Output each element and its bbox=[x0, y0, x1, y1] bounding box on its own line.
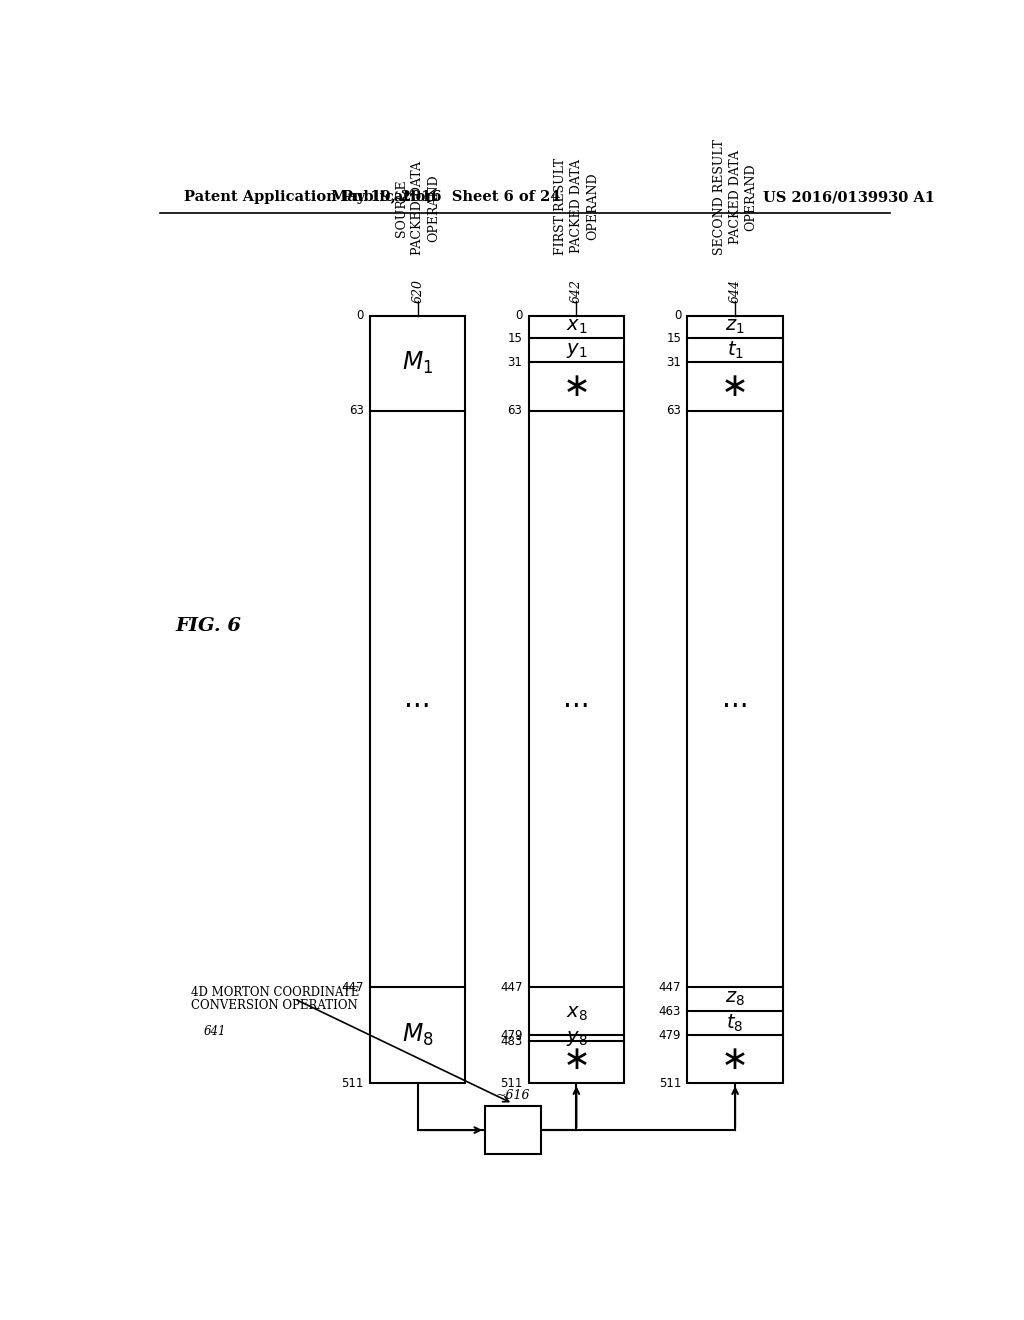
Text: $M_8$: $M_8$ bbox=[401, 1022, 433, 1048]
Text: CONVERSION OPERATION: CONVERSION OPERATION bbox=[191, 999, 358, 1012]
Text: $x_1$: $x_1$ bbox=[565, 318, 587, 337]
Text: 63: 63 bbox=[508, 404, 522, 417]
Text: 479: 479 bbox=[658, 1028, 681, 1041]
Text: ...: ... bbox=[722, 685, 749, 713]
Text: 0: 0 bbox=[515, 309, 522, 322]
Text: 511: 511 bbox=[658, 1077, 681, 1090]
Text: 620: 620 bbox=[412, 279, 424, 302]
Bar bbox=[528, 315, 624, 1084]
Text: $z_1$: $z_1$ bbox=[725, 318, 744, 337]
Text: 447: 447 bbox=[658, 981, 681, 994]
Text: $x_8$: $x_8$ bbox=[565, 1005, 587, 1023]
Text: $t_8$: $t_8$ bbox=[726, 1012, 743, 1034]
Text: 31: 31 bbox=[508, 356, 522, 370]
Text: 447: 447 bbox=[341, 981, 364, 994]
Text: FIRST RESULT
PACKED DATA
OPERAND: FIRST RESULT PACKED DATA OPERAND bbox=[554, 157, 599, 255]
Text: $y_8$: $y_8$ bbox=[565, 1028, 587, 1048]
Text: 15: 15 bbox=[508, 331, 522, 345]
Text: ...: ... bbox=[404, 685, 431, 713]
Text: ∗: ∗ bbox=[721, 370, 750, 403]
Text: $y_1$: $y_1$ bbox=[565, 341, 587, 360]
Text: 479: 479 bbox=[500, 1028, 522, 1041]
Text: SECOND RESULT
PACKED DATA
OPERAND: SECOND RESULT PACKED DATA OPERAND bbox=[713, 139, 758, 255]
Text: 63: 63 bbox=[349, 404, 364, 417]
Text: 511: 511 bbox=[500, 1077, 522, 1090]
Text: FIG. 6: FIG. 6 bbox=[176, 616, 242, 635]
Bar bbox=[485, 1106, 541, 1155]
Text: 4D MORTON COORDINATE: 4D MORTON COORDINATE bbox=[191, 986, 359, 999]
Text: May 19, 2016  Sheet 6 of 24: May 19, 2016 Sheet 6 of 24 bbox=[331, 190, 560, 205]
Text: $M_1$: $M_1$ bbox=[402, 350, 433, 376]
Text: 0: 0 bbox=[356, 309, 364, 322]
Text: 0: 0 bbox=[674, 309, 681, 322]
Text: 63: 63 bbox=[667, 404, 681, 417]
Text: 641: 641 bbox=[204, 1026, 226, 1039]
Text: US 2016/0139930 A1: US 2016/0139930 A1 bbox=[763, 190, 935, 205]
Text: ...: ... bbox=[563, 685, 590, 713]
Text: ∗: ∗ bbox=[562, 370, 591, 403]
Text: 483: 483 bbox=[500, 1035, 522, 1048]
Text: 31: 31 bbox=[667, 356, 681, 370]
Text: 463: 463 bbox=[658, 1005, 681, 1018]
Text: 447: 447 bbox=[500, 981, 522, 994]
Text: ~616: ~616 bbox=[496, 1089, 530, 1102]
Bar bbox=[687, 315, 782, 1084]
Text: Patent Application Publication: Patent Application Publication bbox=[183, 190, 435, 205]
Text: $z_8$: $z_8$ bbox=[725, 990, 745, 1008]
Text: $t_1$: $t_1$ bbox=[727, 339, 743, 362]
Text: 511: 511 bbox=[341, 1077, 364, 1090]
Text: 642: 642 bbox=[570, 279, 583, 302]
Text: SOURCE
PACKED DATA
OPERAND: SOURCE PACKED DATA OPERAND bbox=[395, 161, 440, 255]
Text: 15: 15 bbox=[667, 331, 681, 345]
Text: 644: 644 bbox=[729, 279, 741, 302]
Text: ∗: ∗ bbox=[721, 1043, 750, 1076]
Text: ∗: ∗ bbox=[562, 1043, 591, 1076]
Bar bbox=[370, 315, 465, 1084]
